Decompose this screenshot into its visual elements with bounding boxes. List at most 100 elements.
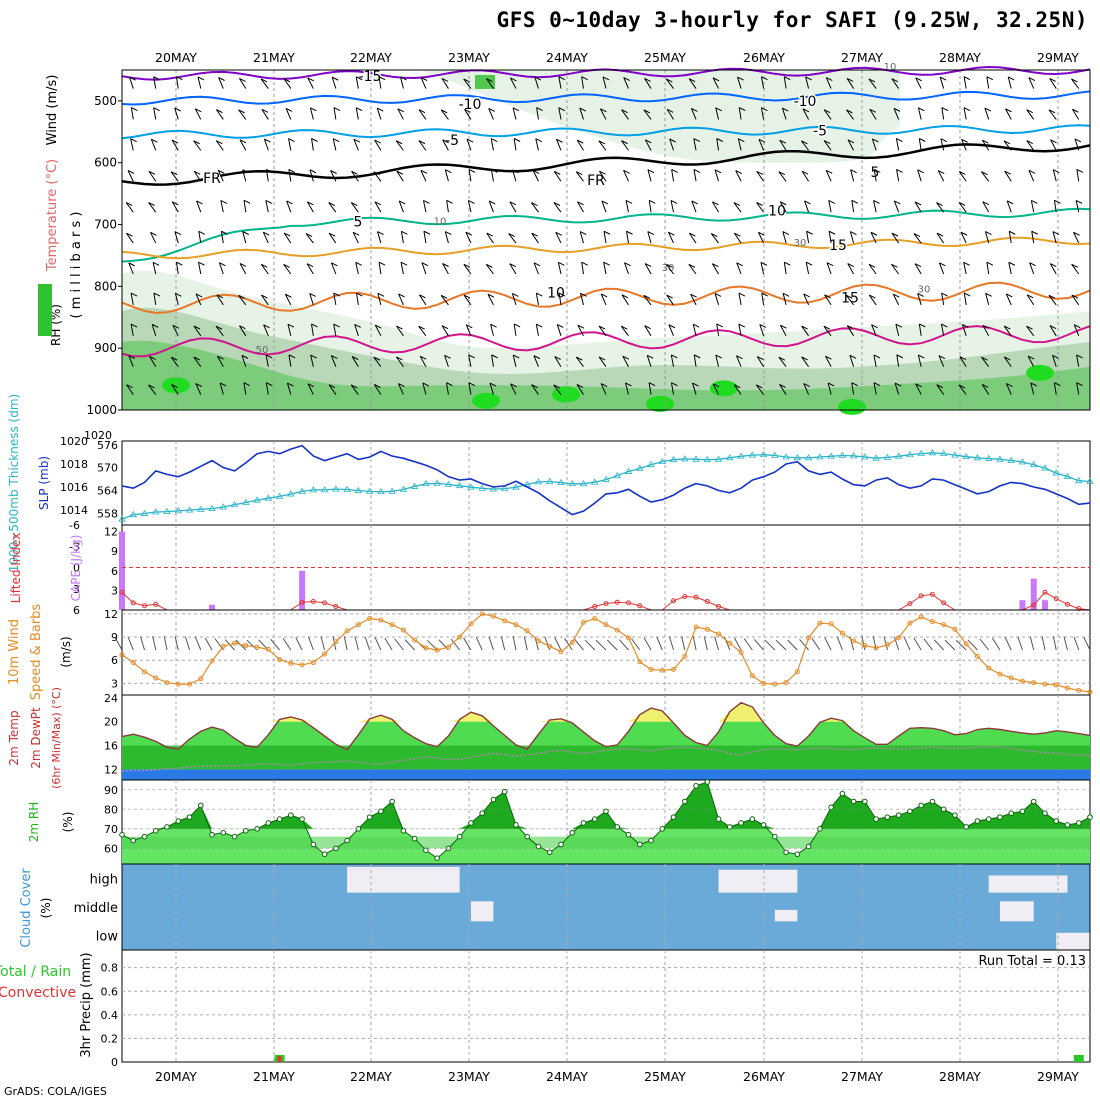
barb-staff bbox=[125, 202, 134, 213]
temp-axis-label-1: 2m Temp bbox=[7, 710, 21, 765]
rh-marker bbox=[400, 827, 407, 834]
barb-staff bbox=[463, 637, 472, 651]
barb-staff bbox=[352, 232, 359, 244]
barb-flag bbox=[644, 263, 652, 267]
barb-staff bbox=[849, 355, 855, 367]
barb-flag bbox=[962, 323, 969, 328]
contour-label-0: -15 bbox=[359, 69, 382, 85]
barb-staff bbox=[238, 78, 247, 89]
barb-flag bbox=[850, 231, 857, 235]
barb-flag bbox=[823, 325, 831, 330]
barb-flag bbox=[374, 201, 382, 206]
barb-flag bbox=[851, 382, 858, 387]
rh-marker bbox=[839, 790, 846, 797]
barb-staff bbox=[333, 293, 337, 305]
barb-flag bbox=[621, 140, 628, 145]
barb-staff bbox=[127, 170, 134, 182]
barb-flag bbox=[217, 355, 224, 360]
slp-tick-1018: 1018 bbox=[60, 458, 88, 471]
barb-flag bbox=[738, 323, 746, 328]
barb-flag bbox=[352, 231, 360, 236]
precip-tick-0.4: 0.4 bbox=[101, 1009, 119, 1022]
barb-flag bbox=[761, 76, 768, 81]
barb-flag bbox=[739, 107, 746, 112]
barb-flag bbox=[148, 384, 155, 389]
thickness-marker bbox=[163, 507, 171, 515]
barb-staff bbox=[238, 295, 247, 306]
rh-marker bbox=[310, 841, 317, 848]
barb-staff bbox=[242, 231, 247, 244]
wind-marker bbox=[1087, 689, 1093, 695]
barb-flag bbox=[243, 199, 251, 204]
barb-staff bbox=[270, 638, 280, 651]
barb-flag bbox=[918, 354, 925, 359]
barb-staff bbox=[174, 107, 179, 120]
barb-flag bbox=[221, 230, 228, 235]
barb-staff bbox=[714, 636, 720, 651]
barb-staff bbox=[512, 107, 517, 120]
barb-staff bbox=[172, 324, 179, 337]
barb-flag bbox=[176, 76, 183, 81]
barb-flag bbox=[891, 263, 898, 268]
barb-flag bbox=[734, 232, 741, 237]
cs-ytick-700: 700 bbox=[94, 218, 117, 232]
barb-staff bbox=[1049, 78, 1057, 89]
barb-staff bbox=[463, 78, 472, 89]
barb-staff bbox=[466, 138, 472, 151]
rh-marker bbox=[681, 798, 688, 805]
barb-flag bbox=[689, 232, 696, 237]
barb-staff bbox=[1071, 294, 1080, 306]
wind-marker bbox=[1031, 680, 1037, 686]
barb-flag bbox=[421, 262, 429, 267]
barb-flag bbox=[576, 384, 584, 388]
rh-marker bbox=[299, 816, 305, 822]
thickness-marker bbox=[624, 467, 633, 474]
barb-flag bbox=[734, 384, 741, 389]
barb-flag bbox=[1026, 325, 1033, 330]
barb-staff bbox=[644, 325, 652, 337]
wind-marker bbox=[367, 616, 373, 621]
li-marker bbox=[1031, 602, 1037, 608]
cloud-patch-high bbox=[718, 869, 798, 893]
barb-staff bbox=[757, 232, 765, 244]
barb-staff bbox=[1004, 170, 1012, 182]
barb-flag bbox=[918, 107, 925, 112]
barb-flag bbox=[148, 202, 155, 206]
barb-flag bbox=[758, 138, 766, 143]
barb-flag bbox=[216, 294, 224, 299]
barb-staff bbox=[419, 355, 427, 367]
thickness-marker bbox=[973, 454, 982, 461]
barb-staff bbox=[782, 231, 787, 244]
barb-flag bbox=[982, 324, 990, 329]
barb-flag bbox=[936, 202, 943, 206]
barb-flag bbox=[131, 107, 138, 112]
barb-staff bbox=[787, 639, 798, 651]
barb-flag bbox=[850, 169, 857, 174]
barb-staff bbox=[733, 232, 742, 244]
thickness-marker bbox=[275, 492, 284, 499]
barb-staff bbox=[827, 382, 832, 395]
barb-flag bbox=[1028, 77, 1036, 82]
barb-flag bbox=[176, 261, 183, 266]
thickness-marker bbox=[1086, 477, 1094, 484]
rh-marker bbox=[636, 841, 643, 848]
barb-staff bbox=[374, 324, 382, 337]
wind-marker bbox=[806, 635, 812, 641]
barb-staff bbox=[557, 262, 562, 275]
barb-flag bbox=[378, 76, 386, 81]
rh-marker bbox=[738, 820, 744, 826]
barb-flag bbox=[782, 292, 790, 297]
barb-staff bbox=[778, 171, 787, 182]
barb-flag bbox=[264, 138, 271, 143]
barb-staff bbox=[581, 262, 584, 275]
rh-marker bbox=[884, 814, 891, 820]
rh-marker bbox=[389, 798, 395, 805]
barb-staff bbox=[129, 76, 134, 89]
barb-flag bbox=[487, 293, 495, 298]
barb-flag bbox=[510, 77, 517, 82]
thickness-marker bbox=[388, 487, 396, 494]
barb-flag bbox=[873, 200, 880, 204]
wind-tick-3: 3 bbox=[111, 677, 118, 690]
isotherm--15 bbox=[121, 65, 1091, 81]
barb-flag bbox=[239, 263, 247, 267]
